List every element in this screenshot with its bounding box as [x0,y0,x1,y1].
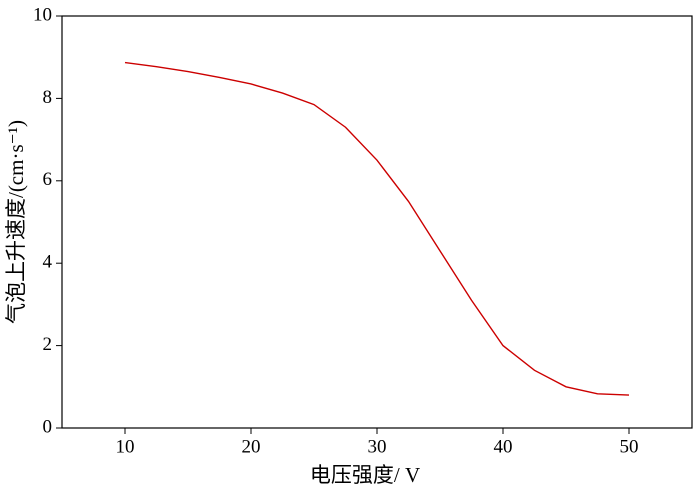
y-tick-label: 4 [43,252,53,273]
x-tick-label: 30 [368,436,387,457]
y-axis-label: 气泡上升速度/(cm·s⁻¹) [4,120,28,324]
x-tick-label: 40 [494,436,513,457]
y-tick-label: 8 [43,87,53,108]
data-line [124,61,630,396]
x-tick-label: 50 [620,436,639,457]
plot-frame [61,15,693,429]
y-tick-label: 0 [43,416,53,437]
y-tick-label: 2 [43,334,53,355]
y-tick-label: 10 [33,4,52,25]
x-axis-label: 电压强度/ V [310,463,420,487]
y-tick-label: 6 [43,169,53,190]
x-tick-label: 10 [116,436,135,457]
x-tick-label: 20 [242,436,261,457]
